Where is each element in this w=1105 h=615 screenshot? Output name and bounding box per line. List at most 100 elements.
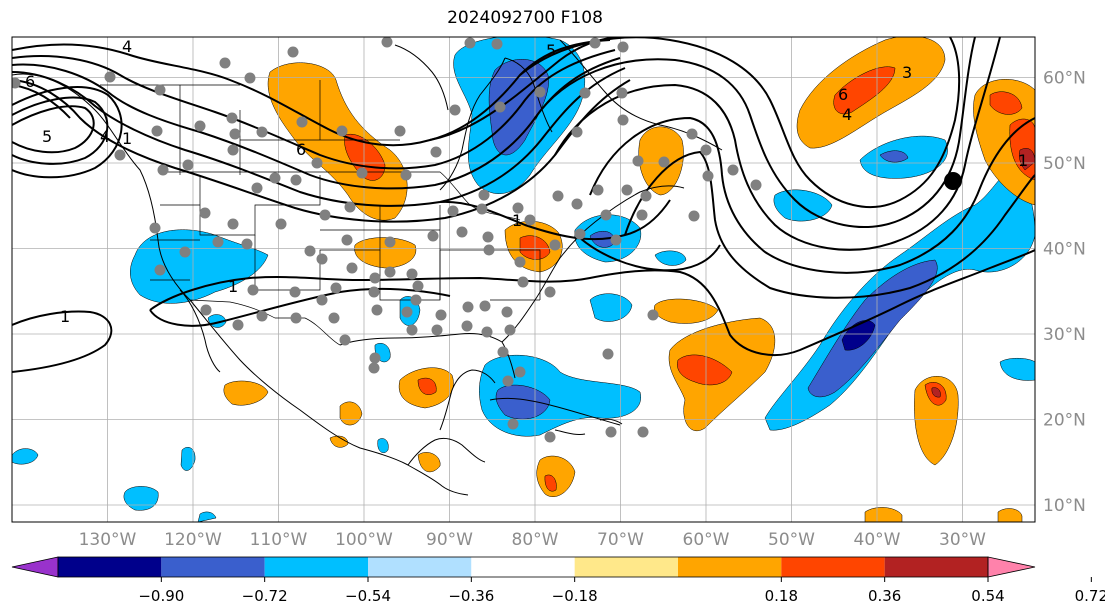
latitude-tick-label: 30°N — [1043, 325, 1086, 345]
station-marker — [605, 426, 617, 438]
longitude-tick-label: 50°W — [768, 530, 815, 550]
contour-label: 6 — [838, 85, 848, 104]
station-marker — [602, 348, 614, 360]
station-marker — [544, 286, 556, 298]
station-marker — [462, 301, 474, 313]
station-marker — [369, 352, 381, 364]
contour-label: 5 — [42, 127, 52, 146]
longitude-tick-label: 80°W — [512, 530, 559, 550]
station-marker — [182, 159, 194, 171]
longitude-tick-label: 130°W — [79, 530, 137, 550]
station-marker — [226, 112, 238, 124]
station-marker — [700, 144, 712, 156]
station-marker — [401, 306, 413, 318]
anomaly-fills — [12, 37, 1035, 522]
colorbar-tick-label: 0.18 — [765, 587, 798, 605]
station-marker — [244, 72, 256, 84]
station-marker — [589, 37, 601, 49]
station-marker — [461, 320, 473, 332]
station-marker — [251, 182, 263, 194]
station-marker — [636, 209, 648, 221]
station-marker — [727, 164, 739, 176]
colorbar-segment — [368, 557, 472, 577]
latitude-tick-label: 50°N — [1043, 154, 1086, 174]
station-marker — [384, 266, 396, 278]
longitude-tick-label: 60°W — [683, 530, 730, 550]
latitude-tick-label: 20°N — [1043, 411, 1086, 431]
station-marker — [316, 253, 328, 265]
station-marker — [212, 236, 224, 248]
colorbar-tick-label: 0.36 — [868, 587, 901, 605]
station-marker — [194, 120, 206, 132]
positive-anomaly-fill — [997, 508, 1023, 522]
station-marker — [256, 310, 268, 322]
station-marker — [478, 189, 490, 201]
station-marker — [481, 326, 493, 338]
negative-anomaly-fill — [654, 250, 687, 266]
positive-extreme-fill — [1018, 148, 1035, 171]
station-marker — [369, 272, 381, 284]
positive-anomaly-fill — [223, 380, 269, 406]
station-marker — [346, 262, 358, 274]
colorbar-segment — [781, 557, 885, 577]
station-marker — [702, 170, 714, 182]
station-marker — [482, 231, 494, 243]
station-marker — [494, 101, 506, 113]
station-marker — [617, 114, 629, 126]
station-marker — [464, 37, 476, 49]
contour-label: 6 — [296, 140, 306, 159]
station-marker — [269, 172, 281, 184]
station-marker — [114, 149, 126, 161]
latitude-tick-label: 40°N — [1043, 240, 1086, 260]
station-marker — [336, 125, 348, 137]
colorbar-segment — [574, 557, 678, 577]
station-marker — [517, 276, 529, 288]
longitude-tick-label: 40°W — [854, 530, 901, 550]
colorbar-tick-label: 0.72 — [1075, 587, 1105, 605]
longitude-tick-label: 90°W — [426, 530, 473, 550]
colorbar-tick-label: −0.72 — [242, 587, 288, 605]
station-marker — [339, 334, 351, 346]
station-marker — [507, 418, 519, 430]
station-marker — [157, 164, 169, 176]
positive-strong-fill — [989, 91, 1023, 115]
station-marker — [227, 218, 239, 230]
station-marker — [632, 155, 644, 167]
station-marker — [524, 214, 536, 226]
positive-strong-fill — [417, 377, 437, 395]
colorbar-segment — [884, 557, 988, 577]
station-marker — [287, 46, 299, 58]
storm-center-marker — [944, 172, 962, 190]
station-marker — [154, 264, 166, 276]
positive-extreme-fill — [931, 387, 941, 398]
station-marker — [750, 179, 762, 191]
station-marker — [447, 205, 459, 217]
station-marker — [406, 324, 418, 336]
station-marker — [200, 304, 212, 316]
station-marker — [227, 144, 239, 156]
contour-label: 4 — [842, 105, 852, 124]
colorbar-tick-label: −0.54 — [345, 587, 391, 605]
contour-labels: 4 6 5 4 1 1 1 6 5 3 6 4 1 1 — [25, 37, 1028, 326]
station-marker — [394, 125, 406, 137]
station-marker — [600, 209, 612, 221]
colorbar-tick-label: −0.36 — [448, 587, 494, 605]
station-marker — [647, 309, 659, 321]
longitude-tick-label: 30°W — [939, 530, 986, 550]
station-marker — [319, 209, 331, 221]
station-marker — [290, 312, 302, 324]
height-contours — [12, 37, 1035, 373]
negative-anomaly-fill — [377, 438, 389, 453]
contour-label: 1 — [228, 277, 238, 296]
station-marker — [256, 126, 268, 138]
latitude-tick-label: 10°N — [1043, 496, 1086, 516]
station-marker — [431, 324, 443, 336]
longitude-tick-label: 100°W — [335, 530, 393, 550]
station-marker — [640, 190, 652, 202]
contour-label: 4 — [122, 37, 132, 56]
station-marker — [275, 218, 287, 230]
positive-anomaly-fill — [864, 507, 903, 522]
station-marker — [149, 222, 161, 234]
station-marker — [330, 282, 342, 294]
